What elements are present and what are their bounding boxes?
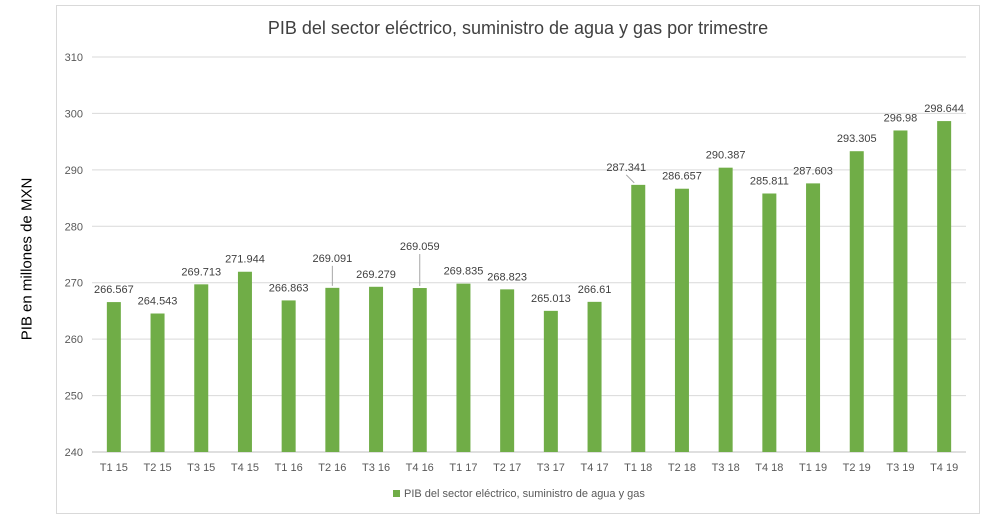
y-tick-label: 310 xyxy=(65,52,83,64)
data-label: 290.387 xyxy=(706,150,746,162)
bar xyxy=(631,184,646,452)
data-label: 293.305 xyxy=(837,133,877,145)
data-label: 269.713 xyxy=(181,266,221,278)
x-tick-label: T3 16 xyxy=(362,462,390,474)
data-label: 269.279 xyxy=(356,269,396,281)
data-label: 266.567 xyxy=(94,284,134,296)
bar xyxy=(194,284,209,452)
x-tick-label: T3 19 xyxy=(886,462,914,474)
x-tick-label: T2 18 xyxy=(668,462,696,474)
y-tick-label: 260 xyxy=(65,334,83,346)
data-label: 269.059 xyxy=(400,241,440,253)
x-tick-label: T3 15 xyxy=(187,462,215,474)
x-tick-label: T3 17 xyxy=(537,462,565,474)
bar xyxy=(893,130,908,452)
leader-line xyxy=(625,174,635,184)
data-label: 271.944 xyxy=(225,254,265,266)
x-tick-label: T4 18 xyxy=(755,462,783,474)
x-tick-label: T4 17 xyxy=(580,462,608,474)
bar xyxy=(150,313,165,452)
bar xyxy=(412,288,427,452)
x-tick-label: T1 18 xyxy=(624,462,652,474)
bar xyxy=(587,301,602,452)
data-label: 264.543 xyxy=(138,296,178,308)
x-tick-label: T4 19 xyxy=(930,462,958,474)
bar xyxy=(937,121,952,452)
x-tick-label: T2 15 xyxy=(143,462,171,474)
x-tick-label: T4 15 xyxy=(231,462,259,474)
x-tick-label: T2 19 xyxy=(843,462,871,474)
x-tick-label: T1 15 xyxy=(100,462,128,474)
y-tick-label: 240 xyxy=(65,447,83,459)
x-axis-ticks: T1 15 T2 15 T3 15 T4 15 T1 16 T2 16 T3 16 T4 16… xyxy=(100,462,958,474)
x-tick-label: T2 16 xyxy=(318,462,346,474)
x-tick-label: T1 16 xyxy=(275,462,303,474)
data-labels: 266.567 264.543 269.713 271.944 266.863 269.0… xyxy=(94,103,964,307)
y-tick-label: 280 xyxy=(65,221,83,233)
data-label: 269.091 xyxy=(312,253,352,265)
data-label: 269.835 xyxy=(444,266,484,278)
data-label: 285.811 xyxy=(750,175,789,187)
bar xyxy=(369,286,384,452)
data-label: 287.341 xyxy=(606,162,646,174)
data-label: 268.823 xyxy=(487,271,527,283)
y-tick-label: 270 xyxy=(65,278,83,290)
data-label: 265.013 xyxy=(531,293,571,305)
bars xyxy=(106,121,952,453)
y-tick-label: 300 xyxy=(65,108,83,120)
x-tick-label: T4 16 xyxy=(406,462,434,474)
legend-label: PIB del sector eléctrico, suministro de … xyxy=(404,488,645,500)
data-label: 298.644 xyxy=(924,103,964,115)
bar xyxy=(325,287,340,452)
data-label: 266.61 xyxy=(578,284,612,296)
bar xyxy=(500,289,515,452)
bar xyxy=(456,283,471,452)
bar xyxy=(806,183,821,453)
data-label: 287.603 xyxy=(793,165,833,177)
x-tick-label: T1 17 xyxy=(449,462,477,474)
y-tick-label: 290 xyxy=(65,165,83,177)
bar xyxy=(281,300,296,452)
bar xyxy=(849,151,864,452)
bar xyxy=(106,302,121,452)
y-tick-label: 250 xyxy=(65,391,83,403)
bar xyxy=(237,271,252,452)
chart-frame xyxy=(56,5,980,514)
chart-title: PIB del sector eléctrico, suministro de … xyxy=(268,18,768,38)
legend-swatch xyxy=(393,490,400,497)
bar xyxy=(718,167,733,453)
gridlines xyxy=(92,56,966,453)
data-label: 266.863 xyxy=(269,282,309,294)
bar xyxy=(674,188,689,453)
y-axis-ticks: 240 250 260 270 280 290 300 310 xyxy=(65,52,83,459)
x-tick-label: T3 18 xyxy=(712,462,740,474)
data-label: 286.657 xyxy=(662,171,702,183)
x-tick-label: T1 19 xyxy=(799,462,827,474)
bar xyxy=(543,310,558,452)
bar xyxy=(762,193,777,453)
x-tick-label: T2 17 xyxy=(493,462,521,474)
data-label: 296.98 xyxy=(884,112,918,124)
legend: PIB del sector eléctrico, suministro de … xyxy=(393,488,645,500)
